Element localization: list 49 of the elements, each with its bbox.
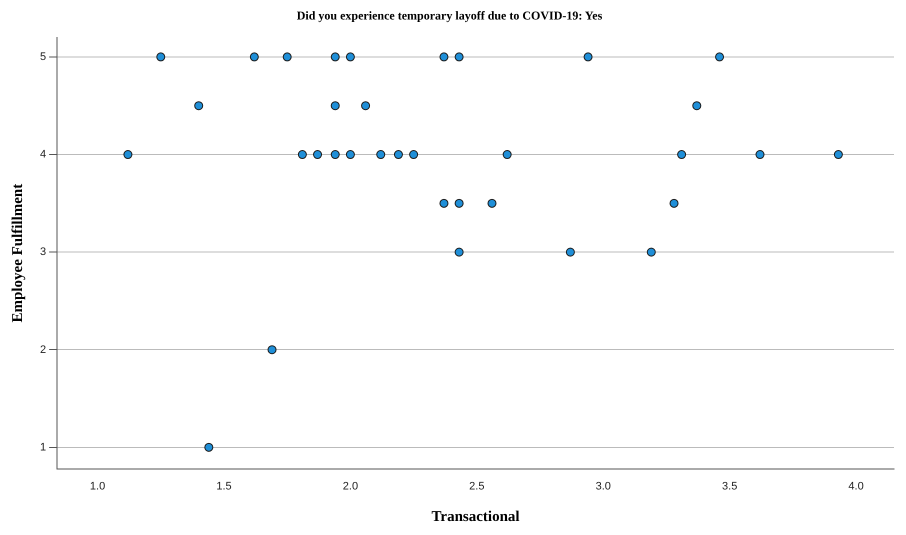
point bbox=[454, 248, 464, 257]
point bbox=[313, 150, 322, 160]
point bbox=[454, 52, 464, 62]
x-tick-label: 3.0 bbox=[596, 480, 611, 492]
chart-title: Did you experience temporary layoff due to COVID-19: Yes bbox=[296, 8, 603, 22]
point bbox=[670, 198, 679, 208]
x-tick-label: 2.5 bbox=[469, 480, 484, 492]
x-tick-label: 2.0 bbox=[342, 480, 358, 492]
y-axis-title: Employee Fulfillment bbox=[10, 184, 26, 322]
point bbox=[646, 248, 656, 257]
point bbox=[584, 52, 593, 62]
point bbox=[123, 150, 132, 160]
point bbox=[439, 198, 448, 208]
point bbox=[268, 345, 277, 354]
point bbox=[204, 442, 214, 452]
x-axis-title: Transactional bbox=[432, 508, 520, 525]
y-tick-label: 2 bbox=[40, 344, 46, 356]
point bbox=[692, 101, 702, 110]
point bbox=[834, 150, 843, 160]
point bbox=[361, 101, 370, 110]
y-tick-label: 5 bbox=[40, 50, 46, 63]
point bbox=[715, 52, 724, 62]
point bbox=[346, 150, 355, 160]
y-tick-label: 3 bbox=[40, 246, 46, 258]
x-tick-label: 1.0 bbox=[90, 480, 106, 492]
point bbox=[409, 150, 418, 160]
x-tick-label: 1.5 bbox=[216, 480, 232, 492]
point bbox=[394, 150, 403, 160]
point bbox=[156, 52, 166, 62]
x-tick-label: 4.0 bbox=[848, 480, 864, 492]
point bbox=[454, 198, 464, 208]
x-tick-label: 3.5 bbox=[722, 480, 738, 492]
point bbox=[282, 52, 292, 62]
y-tick-label: 4 bbox=[40, 148, 46, 161]
point bbox=[250, 52, 259, 62]
point bbox=[298, 150, 307, 160]
point bbox=[376, 150, 386, 160]
point bbox=[487, 198, 496, 208]
point bbox=[439, 52, 448, 62]
point bbox=[194, 101, 204, 110]
point bbox=[330, 52, 340, 62]
point bbox=[346, 52, 355, 62]
point bbox=[330, 150, 340, 160]
y-tick-label: 1 bbox=[40, 441, 46, 454]
point bbox=[330, 101, 340, 110]
point bbox=[677, 150, 686, 160]
point bbox=[502, 150, 512, 160]
point bbox=[755, 150, 764, 160]
point bbox=[566, 248, 575, 257]
